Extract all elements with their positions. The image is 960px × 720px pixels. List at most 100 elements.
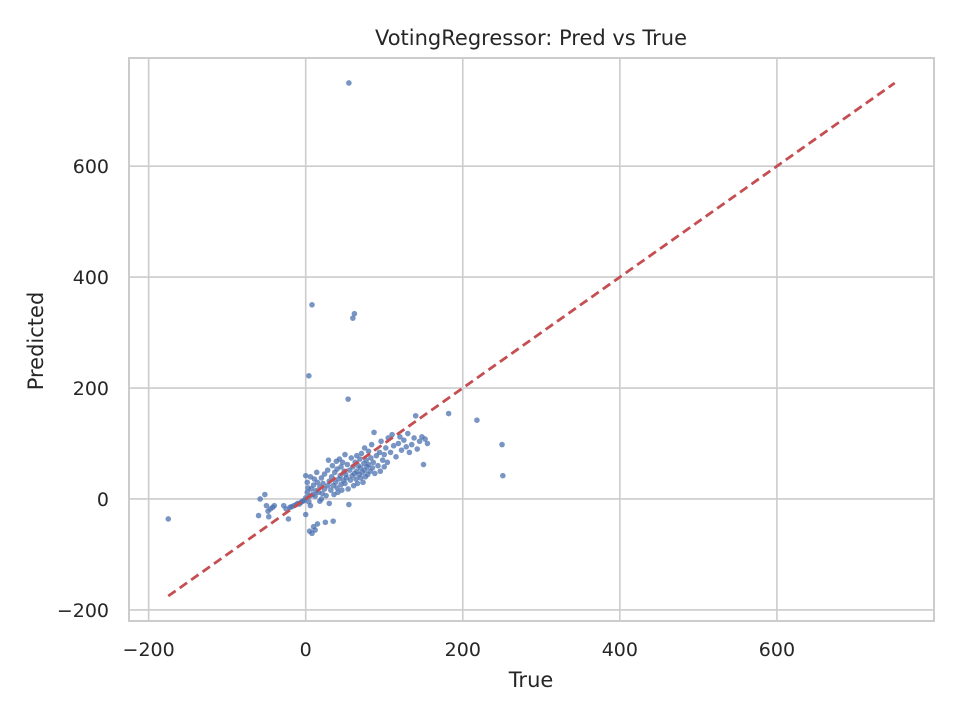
- x-tick-label: 200: [445, 639, 481, 661]
- data-point: [353, 476, 359, 482]
- data-point: [405, 430, 411, 437]
- y-tick-label: 400: [73, 267, 109, 289]
- data-point: [381, 463, 388, 470]
- data-point: [265, 513, 272, 520]
- tick-labels: −200 0 200 400 600 −200 0 200 400 600: [57, 156, 795, 661]
- data-point: [347, 477, 354, 483]
- data-point: [314, 479, 321, 486]
- data-point: [346, 501, 352, 508]
- data-point: [387, 449, 394, 456]
- data-point: [381, 451, 388, 458]
- data-point: [379, 457, 386, 463]
- x-tick-label: 400: [602, 639, 638, 661]
- data-point: [342, 480, 348, 487]
- y-tick-label: 0: [97, 489, 109, 511]
- data-point: [263, 502, 270, 509]
- data-point: [321, 471, 328, 477]
- data-point: [411, 435, 417, 441]
- data-point: [345, 486, 351, 492]
- data-point: [334, 485, 340, 491]
- data-point: [383, 445, 389, 451]
- data-point: [320, 480, 326, 487]
- data-point: [350, 315, 356, 321]
- data-point: [375, 462, 381, 469]
- data-point: [318, 475, 325, 481]
- data-point: [314, 521, 321, 527]
- data-point: [342, 451, 348, 458]
- data-point: [360, 479, 366, 486]
- data-point: [422, 436, 428, 442]
- data-point: [322, 519, 329, 526]
- data-point: [406, 449, 413, 456]
- data-point: [346, 80, 352, 86]
- data-point: [324, 467, 331, 473]
- x-axis-label: True: [508, 668, 554, 692]
- data-point: [344, 461, 351, 468]
- data-point: [309, 302, 315, 308]
- data-point: [376, 449, 383, 456]
- data-point: [324, 482, 331, 489]
- data-point: [361, 445, 368, 451]
- reference-line-group: [167, 81, 896, 598]
- data-point: [358, 450, 365, 457]
- data-point: [312, 493, 318, 499]
- data-point: [255, 512, 262, 519]
- data-point: [348, 455, 355, 461]
- data-point: [377, 468, 384, 475]
- data-point: [312, 527, 318, 533]
- data-point: [365, 448, 372, 455]
- data-point: [378, 438, 384, 445]
- data-point: [310, 482, 317, 488]
- data-point: [338, 463, 344, 470]
- data-point: [328, 487, 334, 493]
- data-point: [357, 475, 364, 481]
- data-point: [389, 431, 395, 438]
- chart-title: VotingRegressor: Pred vs True: [375, 26, 687, 50]
- data-point: [325, 457, 332, 463]
- data-point: [369, 465, 376, 471]
- data-point: [330, 518, 336, 524]
- y-axis-label: Predicted: [24, 292, 48, 391]
- data-point: [424, 440, 431, 447]
- plot-frame: [128, 57, 935, 622]
- data-point: [313, 469, 320, 476]
- data-point: [354, 480, 361, 487]
- data-point: [397, 434, 403, 440]
- data-point: [499, 441, 505, 448]
- x-tick-label: 600: [759, 639, 795, 661]
- reference-line: [167, 81, 896, 598]
- data-point: [257, 496, 263, 502]
- y-tick-label: 600: [73, 156, 109, 178]
- data-point: [285, 516, 292, 522]
- data-point: [372, 470, 378, 477]
- data-point: [329, 462, 336, 469]
- data-point: [165, 516, 172, 522]
- data-point: [326, 500, 333, 507]
- data-point: [306, 373, 312, 379]
- data-point: [474, 417, 480, 424]
- data-point: [365, 461, 372, 468]
- data-point: [339, 459, 346, 466]
- data-point: [393, 454, 399, 460]
- data-point: [414, 446, 421, 452]
- y-tick-label: 200: [73, 378, 109, 400]
- data-point: [368, 441, 375, 448]
- data-point: [262, 491, 268, 498]
- data-point: [390, 442, 397, 449]
- grid-lines: [129, 58, 934, 621]
- data-point: [420, 461, 427, 468]
- data-point: [416, 438, 423, 445]
- data-point: [368, 455, 374, 461]
- data-point: [370, 459, 377, 466]
- data-point: [408, 441, 415, 448]
- data-point: [412, 412, 419, 419]
- data-point: [357, 456, 363, 462]
- data-point: [323, 492, 329, 499]
- data-point: [500, 472, 506, 479]
- data-point: [403, 444, 410, 450]
- data-point: [318, 496, 325, 502]
- data-point: [271, 502, 278, 509]
